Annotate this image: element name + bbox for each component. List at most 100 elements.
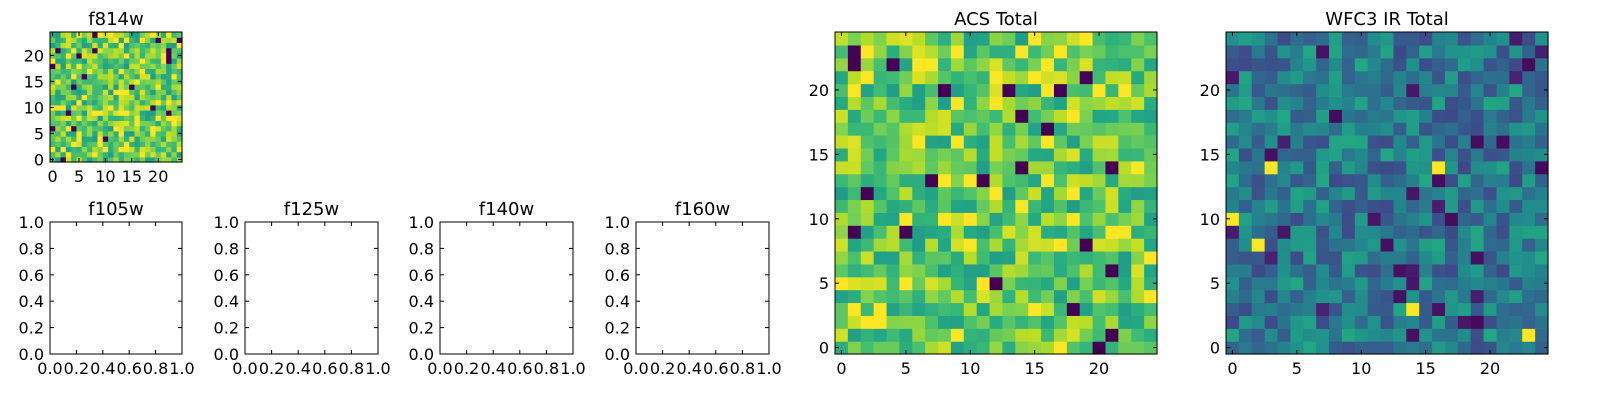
heatmap-cell [97, 99, 104, 106]
heatmap-cell [976, 70, 991, 85]
heatmap-cell [1053, 57, 1068, 72]
heatmap-cell [873, 173, 888, 188]
heatmap-cell [176, 120, 183, 127]
heatmap-cell [81, 89, 88, 95]
heatmap-cell [1118, 70, 1132, 85]
heatmap-cell [155, 115, 162, 121]
heatmap-cell [145, 130, 151, 137]
heatmap-cell [160, 37, 167, 43]
heatmap-cell [1367, 212, 1382, 226]
heatmap-cell [963, 122, 978, 136]
heatmap-cell [1419, 147, 1433, 162]
heatmap-cell [1509, 122, 1523, 136]
heatmap-cell [1277, 250, 1291, 265]
heatmap-cell [1002, 263, 1016, 278]
heatmap-cell [1290, 302, 1304, 316]
heatmap-cell [171, 94, 178, 101]
heatmap-cell [1367, 199, 1382, 213]
x-tick-label: 0.4 [480, 359, 505, 378]
heatmap-cell [1509, 57, 1523, 72]
heatmap-cell [118, 84, 125, 90]
heatmap-cell [873, 341, 888, 355]
heatmap-cell [1444, 122, 1459, 136]
heatmap-cell [1118, 44, 1132, 59]
axes-frame [439, 221, 574, 355]
heatmap-cell [1316, 302, 1330, 316]
heatmap-cell [835, 96, 849, 110]
heatmap-cell [97, 120, 104, 127]
heatmap-cell [1470, 160, 1485, 175]
heatmap-cell [1277, 328, 1291, 342]
heatmap-cell [150, 110, 157, 116]
heatmap-cell [1264, 199, 1279, 213]
heatmap-cell [1066, 341, 1081, 355]
heatmap-cell [81, 115, 88, 121]
heatmap-cell [912, 315, 926, 329]
heatmap-cell [1316, 44, 1330, 59]
heatmap-cell [1226, 32, 1240, 46]
heatmap-cell [102, 151, 109, 158]
heatmap-cell [912, 250, 926, 265]
heatmap-cell [1509, 44, 1523, 59]
heatmap-cell [166, 84, 173, 90]
heatmap-cell [1041, 83, 1055, 97]
heatmap-cell [1419, 302, 1433, 316]
heatmap-cell [886, 57, 900, 72]
heatmap-cell [1496, 160, 1510, 175]
heatmap-cell [145, 125, 151, 132]
heatmap-cell [97, 104, 104, 111]
heatmap-cell [1238, 109, 1253, 123]
heatmap-cell [925, 70, 939, 85]
heatmap-cell [71, 47, 77, 54]
heatmap-cell [134, 58, 141, 64]
y-tick-label: 15 [1200, 145, 1220, 164]
heatmap-cell [1444, 109, 1459, 123]
heatmap-cell [835, 147, 849, 162]
heatmap-cell [899, 328, 913, 342]
heatmap-cell [155, 84, 162, 90]
heatmap-cell [1316, 263, 1330, 278]
heatmap-cell [976, 135, 991, 149]
heatmap-cell [129, 42, 136, 49]
heatmap-cell [1226, 315, 1240, 329]
heatmap-cell [1509, 276, 1523, 291]
heatmap-cell [71, 99, 77, 106]
heatmap-cell [97, 125, 104, 132]
heatmap-cell [873, 263, 888, 278]
heatmap-cell [1496, 289, 1510, 304]
heatmap-cell [1303, 341, 1317, 355]
heatmap-cell [1264, 44, 1279, 59]
heatmap-cell [92, 84, 99, 90]
heatmap-cell [92, 115, 99, 121]
heatmap-cell [1341, 186, 1356, 201]
heatmap-cell [176, 58, 183, 64]
heatmap-cell [1264, 32, 1279, 46]
heatmap-cell [81, 99, 88, 106]
heatmap-cell [860, 173, 875, 188]
heatmap-cell [1432, 328, 1446, 342]
heatmap-cell [1303, 96, 1317, 110]
heatmap-cell [1393, 276, 1407, 291]
heatmap-cell [1470, 57, 1485, 72]
heatmap-cell [1457, 341, 1472, 355]
heatmap-cell [847, 276, 862, 291]
heatmap-cell [160, 146, 167, 153]
heatmap-cell [97, 146, 104, 153]
heatmap-cell [1015, 83, 1029, 97]
heatmap-cell [50, 37, 56, 43]
heatmap-cell [950, 302, 965, 316]
heatmap-cell [1251, 135, 1266, 149]
heatmap-cell [134, 110, 141, 116]
y-tick-label: 10 [24, 98, 44, 117]
heatmap-cell [1367, 135, 1382, 149]
heatmap-cell [1496, 250, 1510, 265]
heatmap-cell [108, 146, 114, 153]
heatmap-cell [1496, 315, 1510, 329]
heatmap-cell [129, 136, 136, 142]
heatmap-cell [847, 83, 862, 97]
heatmap-cell [81, 68, 88, 75]
heatmap-cell [1226, 225, 1240, 239]
heatmap-cell [150, 73, 157, 80]
heatmap-cell [92, 47, 99, 54]
heatmap-cell [1053, 212, 1068, 226]
